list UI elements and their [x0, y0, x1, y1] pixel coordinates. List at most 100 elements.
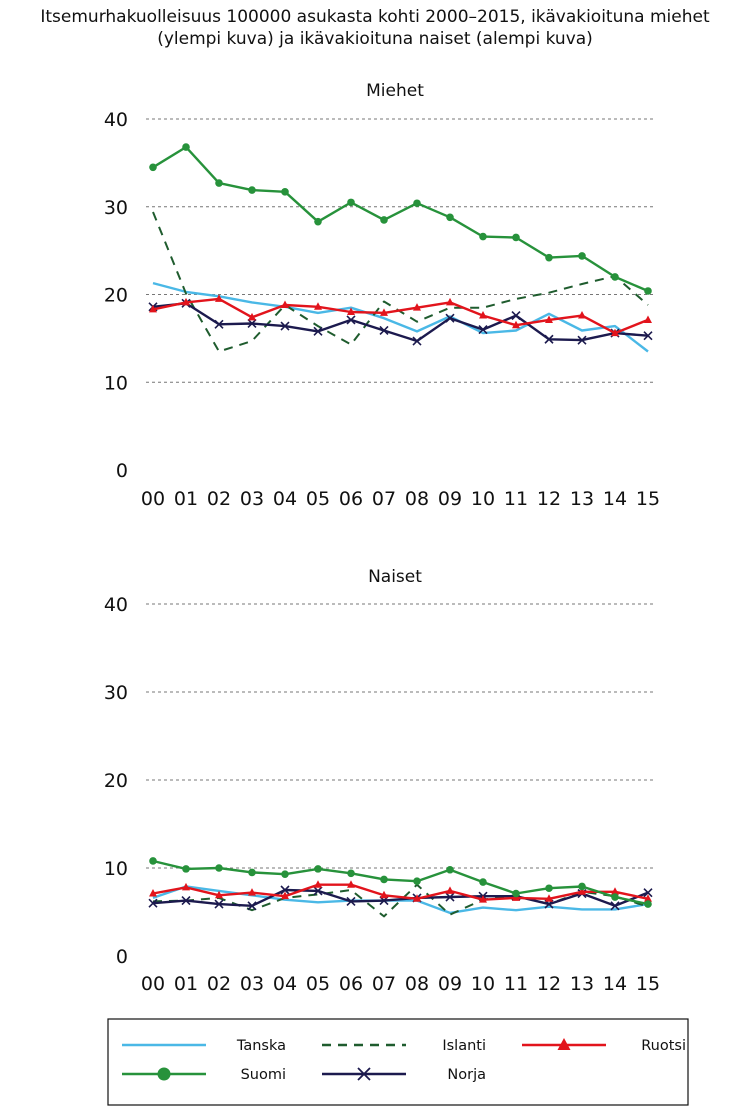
panel-naiset-series-norja-point	[280, 885, 290, 895]
panel-miehet-series-ruotsi-point	[479, 311, 487, 319]
panel-naiset-series-suomi-point	[413, 877, 421, 885]
panel-naiset: Naiset 0 10 20 30 40 00 01 02 03 04 05 06 07 08 09 10 11 1…	[104, 567, 660, 995]
panel-miehet-series-islanti-point	[647, 304, 650, 307]
panel-miehet-xtick-05: 05	[306, 488, 330, 510]
panel-miehet-series-islanti-line	[152, 211, 649, 353]
panel-miehet-xtick-15: 15	[636, 488, 660, 510]
panel-miehet-series-ruotsi-point	[446, 297, 454, 306]
panel-naiset-xtick-03: 03	[240, 973, 264, 995]
legend-item-islanti-label: Islanti	[442, 1038, 486, 1054]
panel-miehet-series-ruotsi-point	[512, 320, 520, 329]
panel-miehet-series-ruotsi-point	[380, 308, 388, 316]
panel-miehet-series-ruotsi-point	[413, 303, 421, 311]
panel-miehet-series-suomi-point	[215, 179, 223, 187]
panel-miehet-xtick-08: 08	[405, 488, 429, 510]
panel-miehet-xtick-03: 03	[240, 488, 264, 510]
panel-miehet-series-islanti-point	[251, 340, 254, 343]
legend-item-ruotsi-marker	[557, 1038, 571, 1050]
panel-miehet-ytick-30: 30	[104, 197, 128, 219]
panel-naiset-series-norja-point	[247, 901, 257, 911]
panel-miehet-series-ruotsi-point	[644, 315, 652, 323]
chart-title-line1: Itsemurhakuolleisuus 100000 asukasta koh…	[40, 7, 710, 27]
panel-miehet-title: Miehet	[366, 81, 424, 101]
panel-naiset-series-norja-point	[181, 895, 191, 906]
panel-miehet-ytick-40: 40	[104, 109, 128, 131]
panel-naiset-series-suomi-point	[578, 882, 586, 891]
panel-naiset-series-ruotsi	[149, 880, 652, 903]
legend-item-ruotsi: Ruotsi	[522, 1038, 686, 1054]
panel-naiset-ytick-40: 40	[104, 594, 128, 616]
legend: Tanska Islanti Ruotsi Suomi Norja	[107, 1018, 689, 1106]
panel-miehet-series-islanti-point	[350, 343, 353, 346]
panel-naiset-series-ruotsi-point	[380, 890, 388, 899]
panel-miehet-xtick-12: 12	[537, 488, 561, 510]
panel-miehet-xtick-01: 01	[174, 488, 198, 510]
panel-naiset-series-suomi-point	[215, 864, 223, 872]
panel-miehet-series-ruotsi-point	[149, 304, 157, 313]
panel-miehet-series-norja-line	[152, 302, 649, 343]
panel-miehet-series-ruotsi-point	[347, 307, 355, 316]
panel-miehet-series-suomi-point	[281, 188, 289, 196]
panel-naiset-series-ruotsi-point	[149, 889, 157, 897]
panel-miehet-xtick-00: 00	[141, 488, 165, 510]
panel-naiset-series-suomi-point	[446, 865, 454, 874]
panel-naiset-series-ruotsi-point	[446, 886, 454, 894]
panel-naiset-xtick-12: 12	[537, 973, 561, 995]
panel-naiset-series-norja-point	[346, 896, 356, 907]
chart-title-line2: (ylempi kuva) ja ikävakioituna naiset (a…	[157, 29, 593, 49]
panel-naiset-xtick-15: 15	[636, 973, 660, 995]
panel-miehet-series-norja-point	[544, 334, 554, 344]
panel-naiset-xtick-05: 05	[306, 973, 330, 995]
panel-miehet-series-norja-point	[214, 319, 224, 329]
panel-miehet-ytick-20: 20	[104, 285, 128, 307]
panel-miehet-series-ruotsi-point	[215, 294, 223, 302]
panel-naiset-series-islanti-point	[350, 889, 353, 892]
panel-naiset-series-ruotsi-point	[545, 894, 553, 902]
panel-naiset-xtick-14: 14	[603, 973, 627, 995]
panel-miehet-series-islanti	[152, 211, 650, 353]
panel-miehet-xtick-10: 10	[471, 488, 495, 510]
panel-miehet-series-norja-point	[247, 318, 257, 329]
panel-naiset-xtick-07: 07	[372, 973, 396, 995]
panel-naiset-series-suomi-point	[347, 869, 355, 878]
panel-miehet-series-suomi-point	[512, 233, 520, 242]
panel-miehet-series-ruotsi-point	[578, 311, 586, 319]
panel-miehet-series-tanska	[152, 281, 649, 353]
panel-miehet-series-suomi-point	[446, 213, 454, 222]
panel-miehet-series-suomi-point	[479, 232, 487, 241]
panel-naiset-series-suomi	[149, 857, 652, 908]
panel-naiset-series-ruotsi-point	[644, 894, 652, 902]
legend-item-ruotsi-label: Ruotsi	[641, 1038, 686, 1054]
panel-miehet-series-suomi-point	[248, 186, 256, 194]
panel-miehet-xtick-14: 14	[603, 488, 627, 510]
panel-miehet-ytick-10: 10	[104, 372, 128, 394]
panel-naiset-ytick-20: 20	[104, 770, 128, 792]
panel-naiset-series-suomi-point	[281, 870, 289, 878]
chart-title: Itsemurhakuolleisuus 100000 asukasta koh…	[0, 6, 750, 50]
panel-miehet-series-norja-point	[280, 321, 290, 331]
panel-naiset-series-norja-point	[313, 886, 323, 896]
panel-miehet-series-suomi-point	[182, 143, 190, 151]
panel-miehet-xtick-11: 11	[504, 488, 528, 510]
panel-naiset-series-norja-point	[445, 892, 455, 902]
panel-miehet-series-islanti-point	[449, 306, 452, 309]
panel-naiset-xtick-06: 06	[339, 973, 363, 995]
panel-naiset-xtick-11: 11	[504, 973, 528, 995]
panel-miehet-series-ruotsi-point	[182, 297, 190, 306]
panel-naiset-series-ruotsi-point	[611, 887, 619, 895]
panel-naiset-title: Naiset	[368, 567, 422, 587]
panel-miehet-series-suomi-point	[644, 287, 652, 295]
panel-miehet-series-suomi	[149, 143, 652, 295]
panel-miehet-series-ruotsi-point	[281, 300, 289, 309]
panel-naiset-series-ruotsi-point	[479, 895, 487, 903]
legend-item-suomi: Suomi	[122, 1067, 286, 1083]
panel-miehet-series-ruotsi-line	[152, 297, 649, 335]
panel-miehet-series-ruotsi-point	[314, 302, 322, 310]
panel-naiset-series-norja-point	[148, 898, 158, 908]
legend-item-suomi-label: Suomi	[241, 1067, 286, 1083]
panel-naiset-series-suomi-point	[248, 868, 256, 877]
panel-miehet-xtick-13: 13	[570, 488, 594, 510]
panel-miehet-series-norja-point	[511, 310, 521, 321]
